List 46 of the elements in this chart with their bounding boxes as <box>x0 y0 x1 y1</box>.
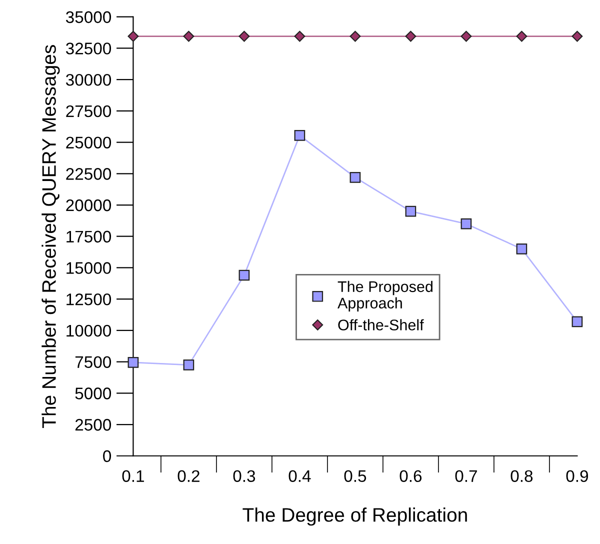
point <box>572 316 583 328</box>
point <box>183 30 194 42</box>
point <box>128 30 139 42</box>
x-tick-label: 0.7 <box>455 470 477 482</box>
y-tick-label: 2500 <box>75 418 112 431</box>
y-tick-label: 10000 <box>66 324 112 337</box>
x-tick-label: 0.8 <box>510 470 533 482</box>
point <box>128 357 139 368</box>
x-tick-label: 0.9 <box>566 470 588 482</box>
x-axis-title: The Degree of Replication <box>242 508 467 526</box>
y-tick-label: 22500 <box>66 168 112 180</box>
legend-label: The Proposed Approach <box>338 280 432 312</box>
y-tick-label: 20000 <box>66 199 112 212</box>
point <box>350 30 361 42</box>
y-tick-label: 7500 <box>75 356 112 368</box>
point <box>460 218 472 230</box>
x-tick-label: 0.1 <box>122 470 144 482</box>
x-tick-label: 0.2 <box>178 470 200 482</box>
y-tick-label: 12500 <box>66 293 112 306</box>
point <box>460 30 472 42</box>
x-tick-label: 0.6 <box>400 470 422 482</box>
point <box>516 243 528 254</box>
y-tick-label: 5000 <box>75 388 112 400</box>
point <box>238 30 250 42</box>
x-tick-label: 0.3 <box>233 470 256 482</box>
point <box>405 30 416 42</box>
point <box>183 360 194 370</box>
x-tick-label: 0.4 <box>288 470 311 482</box>
x-tick-label: 0.5 <box>344 470 366 482</box>
point <box>238 270 250 281</box>
y-tick-label: 15000 <box>66 262 112 274</box>
y-tick-label: 0 <box>103 450 112 462</box>
y-tick-label: 32500 <box>66 42 112 54</box>
point <box>294 30 306 42</box>
point <box>294 130 306 141</box>
point <box>516 30 528 42</box>
y-tick-label: 30000 <box>66 74 112 86</box>
y-tick-label: 27500 <box>66 105 112 118</box>
y-tick-label: 25000 <box>66 136 112 148</box>
legend-label: Off-the-Shelf <box>338 319 424 330</box>
point <box>405 206 416 217</box>
y-tick-label: 35000 <box>66 11 112 24</box>
point <box>572 30 583 42</box>
point <box>350 172 361 183</box>
y-axis-title: The Number of Received QUERY Messages <box>42 45 60 428</box>
y-tick-label: 17500 <box>66 230 112 243</box>
